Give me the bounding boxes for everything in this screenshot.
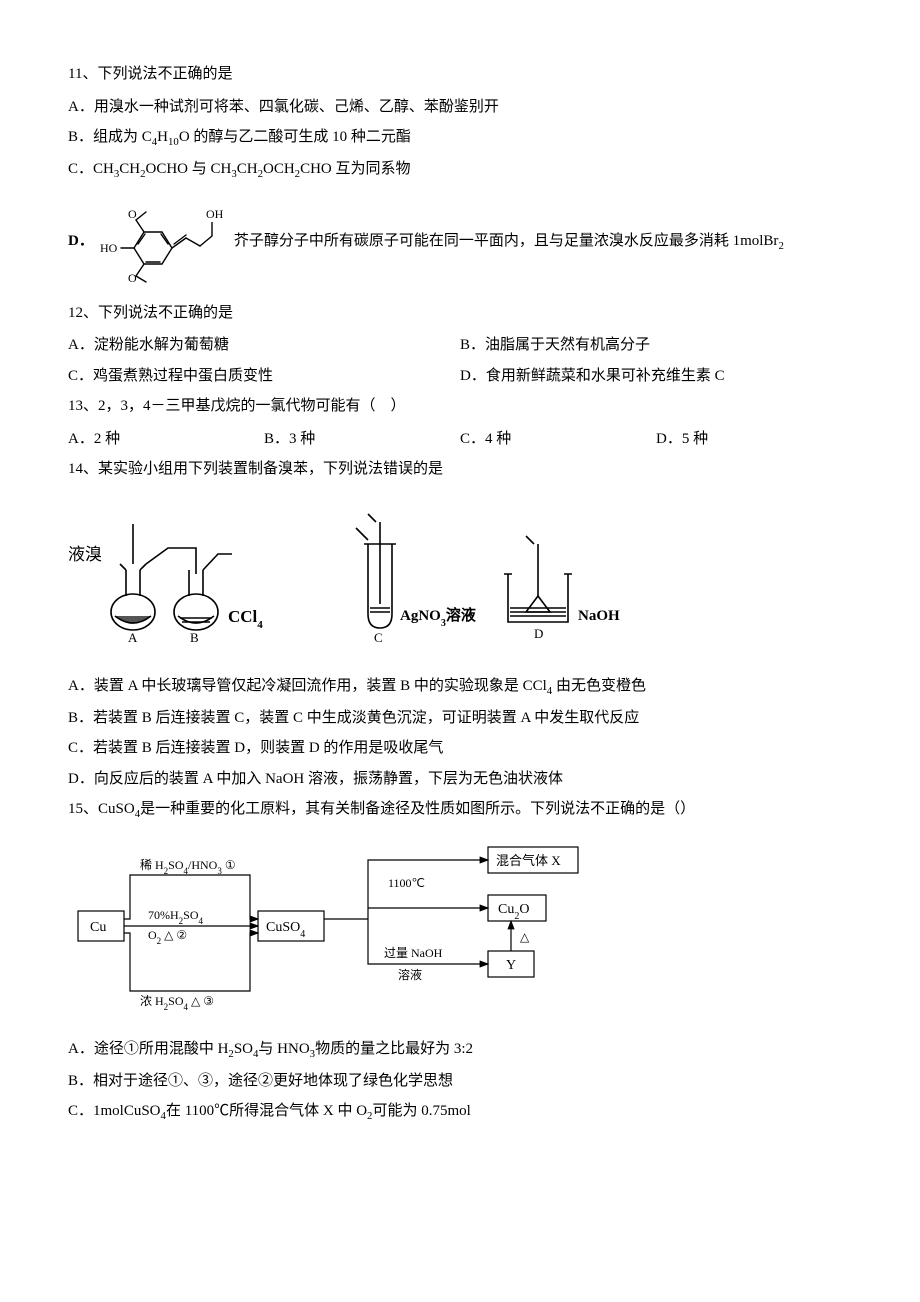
q14-opt-a: A．装置 A 中长玻璃导管仅起冷凝回流作用，装置 B 中的实验现象是 CCl4 …	[68, 672, 852, 702]
q11-stem: 11、下列说法不正确的是	[68, 60, 852, 89]
q11-c-t4: CH	[237, 161, 258, 177]
q11-c-t6: CHO 互为同系物	[300, 161, 410, 177]
q11-c-t2: CH	[119, 161, 140, 177]
svg-text:CuSO4: CuSO4	[266, 920, 305, 940]
svg-text:O2 △ ②: O2 △ ②	[148, 928, 187, 946]
q13-stem: 13、2，3，4－三甲基戊烷的一氯代物可能有（ ）	[68, 392, 852, 421]
q12-opt-c: C．鸡蛋煮熟过程中蛋白质变性	[68, 362, 460, 391]
svg-text:B: B	[190, 630, 199, 644]
q11-d-label: D．	[68, 227, 94, 256]
q11-d-text: 芥子醇分子中所有碳原子可能在同一平面内，且与足量浓溴水反应最多消耗 1molBr	[234, 233, 779, 249]
q11-b-t3: O 的醇与乙二酸可生成 10 种二元酯	[179, 129, 411, 145]
svg-text:Y: Y	[506, 958, 516, 973]
svg-text:混合气体 X: 混合气体 X	[496, 853, 561, 868]
q11-b-t2: H	[157, 129, 168, 145]
q15-opt-b: B．相对于途径①、③，途径②更好地体现了绿色化学思想	[68, 1067, 852, 1096]
svg-text:AgNO3溶液: AgNO3溶液	[400, 606, 477, 629]
q13-opt-c: C．4 种	[460, 425, 656, 454]
svg-text:△: △	[520, 930, 530, 944]
q15-opt-a: A．途径①所用混酸中 H2SO4与 HNO3物质的量之比最好为 3:2	[68, 1035, 852, 1065]
q11-opt-a: A．用溴水一种试剂可将苯、四氯化碳、己烯、乙醇、苯酚鉴别开	[68, 93, 852, 122]
svg-text:O: O	[128, 271, 137, 285]
q15-stem-t1: 15、CuSO	[68, 801, 135, 817]
q15-stem-t2: 是一种重要的化工原料，其有关制备途径及性质如图所示。下列说法不正确的是（）	[140, 801, 695, 817]
svg-text:O: O	[128, 207, 137, 221]
q15-a-t3: 与 HNO	[258, 1041, 309, 1057]
q12-opt-d: D．食用新鲜蔬菜和水果可补充维生素 C	[460, 362, 852, 391]
svg-text:CCl4: CCl4	[228, 607, 263, 631]
q13-opt-d: D．5 种	[656, 425, 852, 454]
q14-opt-d: D．向反应后的装置 A 中加入 NaOH 溶液，振荡静置，下层为无色油状液体	[68, 765, 852, 794]
q11-opt-c: C．CH3CH2OCHO 与 CH3CH2OCH2CHO 互为同系物	[68, 155, 852, 185]
q15-stem: 15、CuSO4是一种重要的化工原料，其有关制备途径及性质如图所示。下列说法不正…	[68, 795, 852, 825]
q11-c-t1: C．CH	[68, 161, 114, 177]
q14-stem: 14、某实验小组用下列装置制备溴苯，下列说法错误的是	[68, 455, 852, 484]
svg-text:C: C	[374, 630, 383, 644]
q11-b-t1: B．组成为 C	[68, 129, 152, 145]
q14-a-t2: 由无色变橙色	[552, 678, 646, 694]
svg-text:70%H2SO4: 70%H2SO4	[148, 908, 204, 926]
q13-opt-b: B．3 种	[264, 425, 460, 454]
q11-b-s2: 10	[168, 136, 179, 148]
q11-d-sub: 2	[778, 240, 783, 252]
q15-c-t2: 在 1100℃所得混合气体 X 中 O	[166, 1103, 367, 1119]
svg-text:过量 NaOH: 过量 NaOH	[384, 946, 443, 960]
svg-text:A: A	[128, 630, 138, 644]
svg-text:稀 H2SO4/HNO3 ①: 稀 H2SO4/HNO3 ①	[140, 858, 236, 876]
q14-opt-c: C．若装置 B 后连接装置 D，则装置 D 的作用是吸收尾气	[68, 734, 852, 763]
q11-opt-b: B．组成为 C4H10O 的醇与乙二酸可生成 10 种二元酯	[68, 123, 852, 153]
svg-text:1100℃: 1100℃	[388, 876, 425, 890]
svg-text:OH: OH	[206, 207, 224, 221]
svg-text:D: D	[534, 626, 543, 641]
q11-c-t3: OCHO 与 CH	[146, 161, 232, 177]
q12-opt-b: B．油脂属于天然有机高分子	[460, 331, 852, 360]
q15-a-t4: 物质的量之比最好为 3:2	[315, 1041, 473, 1057]
q15-c-t1: C．1molCuSO	[68, 1103, 161, 1119]
svg-text:浓 H2SO4 △ ③: 浓 H2SO4 △ ③	[140, 994, 214, 1011]
molecule-structure: HO O O OH	[94, 186, 224, 297]
svg-text:HO: HO	[100, 241, 118, 255]
q13-opt-a: A．2 种	[68, 425, 264, 454]
svg-text:溶液: 溶液	[398, 967, 422, 982]
svg-text:Cu: Cu	[90, 920, 106, 935]
q12-stem: 12、下列说法不正确的是	[68, 299, 852, 328]
svg-text:液溴: 液溴	[68, 545, 102, 564]
q11-opt-d: D．	[68, 186, 852, 297]
q12-opt-a: A．淀粉能水解为葡萄糖	[68, 331, 460, 360]
q11-c-t5: OCH	[263, 161, 295, 177]
q15-a-t2: SO	[234, 1041, 253, 1057]
q15-opt-c: C．1molCuSO4在 1100℃所得混合气体 X 中 O2可能为 0.75m…	[68, 1097, 852, 1127]
flowchart-diagram: Cu CuSO4 混合气体 X Cu2O Y 稀 H2SO4/HNO3 ① 70…	[68, 841, 852, 1022]
q14-opt-b: B．若装置 B 后连接装置 C，装置 C 中生成淡黄色沉淀，可证明装置 A 中发…	[68, 704, 852, 733]
q15-a-t1: A．途径①所用混酸中 H	[68, 1041, 228, 1057]
svg-text:Cu2O: Cu2O	[498, 902, 529, 922]
q15-c-t3: 可能为 0.75mol	[372, 1103, 470, 1119]
apparatus-diagram: 液溴 A B CCl4 C AgNO3溶液 D NaOH	[68, 504, 852, 655]
svg-text:NaOH: NaOH	[578, 608, 620, 624]
q14-a-t1: A．装置 A 中长玻璃导管仅起冷凝回流作用，装置 B 中的实验现象是 CCl	[68, 678, 547, 694]
